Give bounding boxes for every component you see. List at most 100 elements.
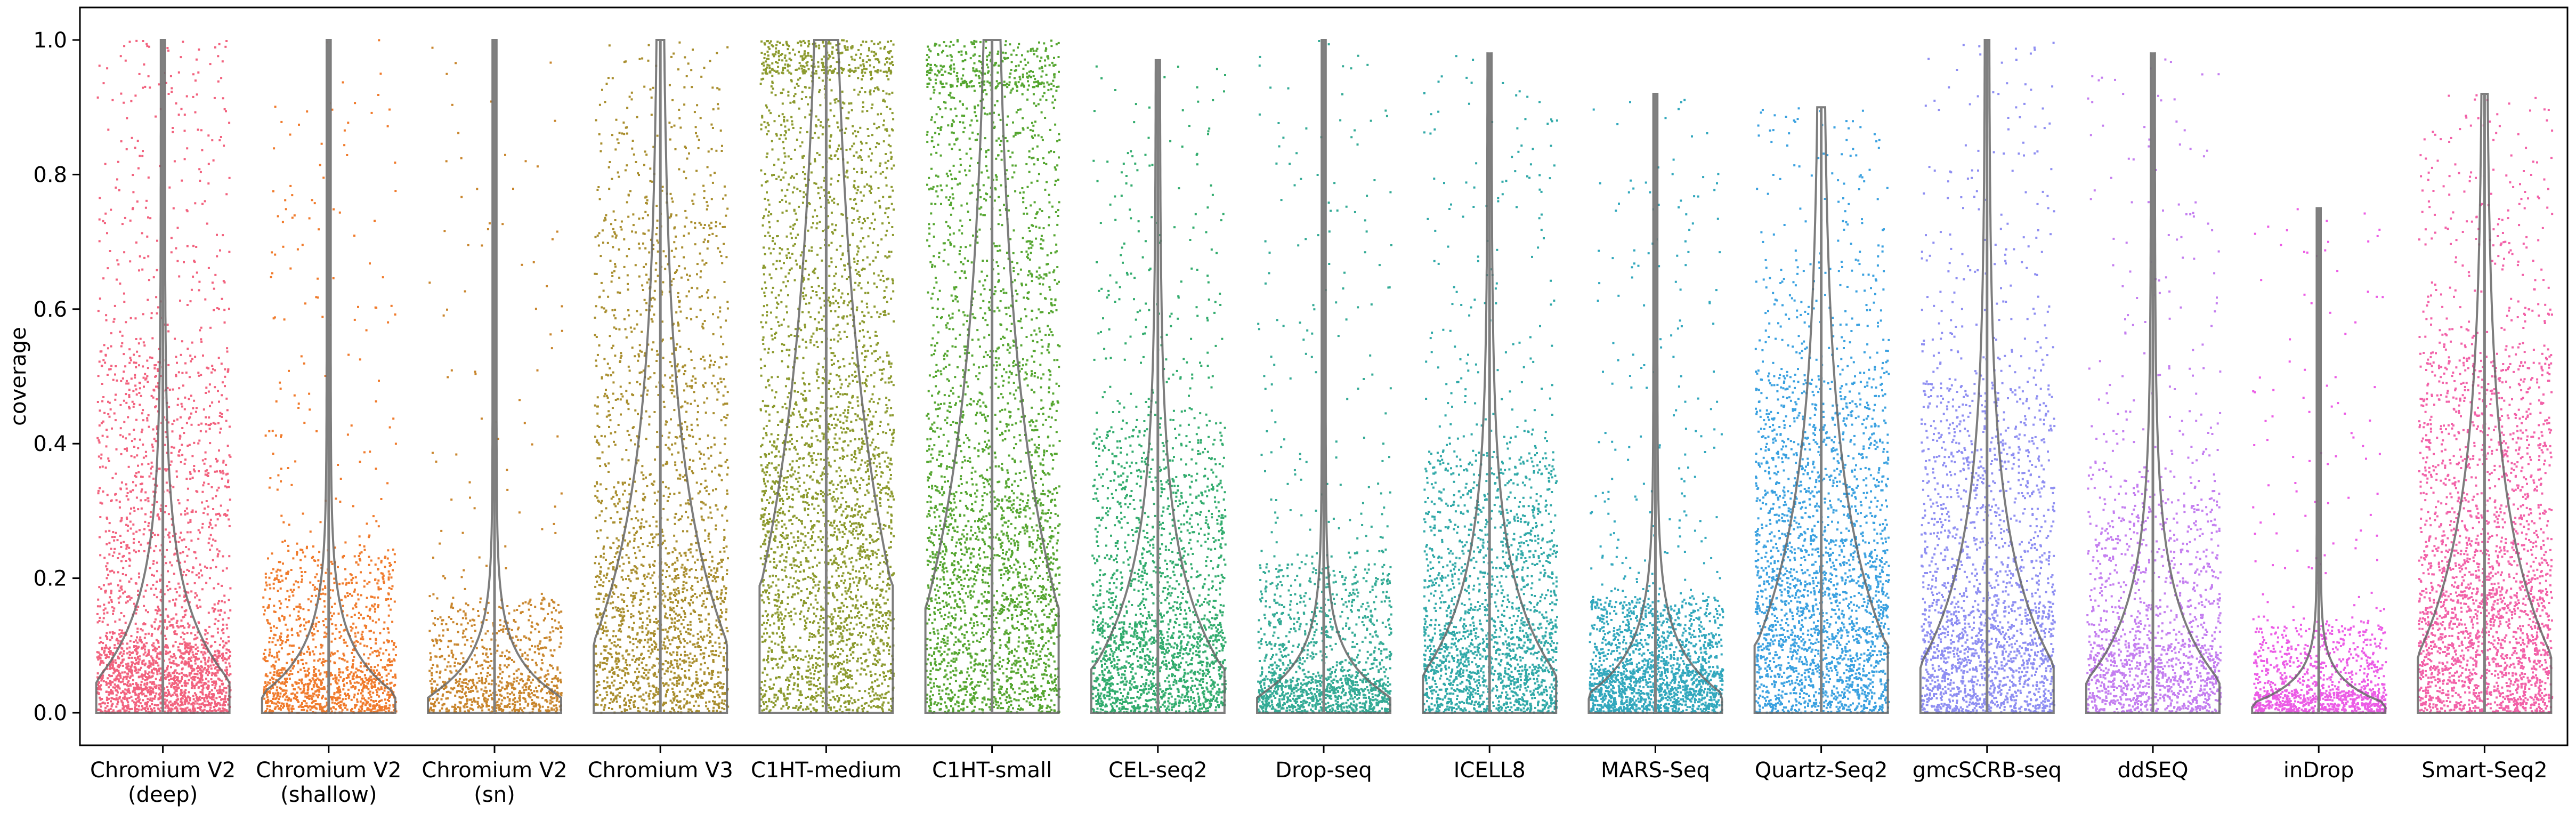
data-point [119, 282, 121, 285]
data-point [143, 385, 145, 388]
data-point [329, 655, 332, 657]
data-point [390, 304, 393, 307]
data-point [315, 296, 318, 299]
data-point [128, 394, 131, 397]
data-point [104, 607, 107, 610]
data-point [110, 345, 112, 348]
data-point [224, 669, 226, 672]
data-point [185, 674, 188, 677]
data-point [561, 626, 563, 629]
data-point [274, 253, 277, 256]
data-point [138, 688, 141, 690]
data-point [152, 645, 155, 648]
data-point [99, 662, 102, 664]
data-point [193, 470, 196, 473]
data-point [338, 668, 341, 670]
data-point [350, 625, 352, 628]
data-point [127, 688, 130, 690]
data-point [266, 707, 269, 710]
data-point [288, 614, 291, 617]
data-point [303, 684, 305, 686]
data-point [183, 595, 185, 598]
data-point [220, 77, 223, 79]
data-point [133, 538, 135, 541]
data-point [199, 180, 201, 182]
data-point [512, 188, 514, 190]
data-point [187, 647, 190, 649]
data-point [330, 710, 333, 713]
data-point [360, 670, 362, 673]
data-point [215, 666, 217, 669]
data-point [455, 657, 457, 660]
data-point [346, 645, 349, 647]
data-point [551, 692, 554, 695]
data-point [172, 626, 175, 629]
data-point [304, 700, 306, 703]
data-point [226, 627, 229, 630]
data-point [554, 532, 557, 534]
data-point [183, 641, 186, 643]
data-point [369, 616, 371, 618]
data-point [368, 536, 370, 538]
data-point [127, 662, 129, 665]
data-point [171, 656, 174, 658]
data-point [128, 708, 131, 711]
data-point [135, 241, 137, 244]
data-point [461, 687, 464, 690]
data-point [170, 707, 173, 710]
data-point [187, 445, 189, 447]
data-point [225, 691, 228, 694]
data-point [696, 135, 699, 138]
data-point [154, 650, 157, 653]
data-point [129, 677, 132, 679]
data-point [145, 654, 148, 657]
data-point [184, 691, 187, 694]
data-point [214, 540, 217, 542]
data-point [484, 686, 487, 689]
data-point [130, 597, 133, 599]
data-point [182, 625, 184, 627]
data-point [204, 663, 207, 666]
data-point [499, 655, 502, 657]
data-point [106, 654, 108, 656]
data-point [197, 71, 200, 74]
data-point [155, 660, 157, 663]
data-point [182, 638, 185, 641]
data-point [392, 705, 395, 708]
data-point [337, 566, 339, 568]
data-point [107, 656, 110, 658]
data-point [105, 683, 108, 686]
data-point [375, 704, 377, 707]
data-point [448, 678, 451, 680]
data-point [142, 707, 144, 710]
data-point [144, 450, 147, 453]
data-point [357, 593, 359, 596]
data-point [301, 658, 304, 661]
data-point [506, 605, 509, 607]
data-point [359, 544, 361, 546]
data-point [483, 700, 486, 703]
data-point [315, 679, 317, 681]
data-point [461, 532, 464, 534]
data-point [369, 690, 371, 693]
data-point [128, 657, 131, 659]
data-point [333, 706, 335, 709]
data-point [310, 697, 313, 699]
data-point [353, 656, 355, 658]
data-point [519, 399, 521, 401]
data-point [266, 702, 269, 704]
data-point [459, 702, 462, 705]
data-point [119, 331, 121, 333]
data-point [535, 704, 538, 706]
data-point [519, 690, 521, 693]
data-point [558, 646, 561, 648]
data-point [120, 699, 123, 702]
data-point [445, 160, 448, 163]
data-point [300, 691, 303, 694]
data-point [554, 505, 556, 508]
data-point [487, 672, 489, 674]
data-point [141, 232, 143, 235]
data-point [204, 470, 207, 473]
data-point [96, 621, 99, 624]
data-point [362, 638, 364, 641]
